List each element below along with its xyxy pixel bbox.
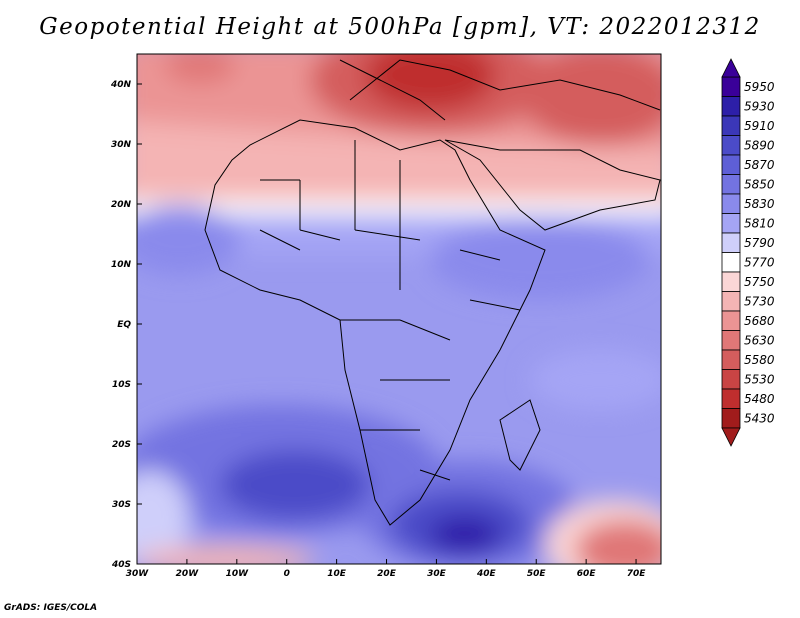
lon-tick-label: 20E (377, 569, 397, 579)
colorbar-swatch (721, 115, 741, 136)
lon-tick-label: 10W (226, 569, 250, 579)
colorbar-label: 5770 (744, 255, 775, 269)
colorbar-swatch (721, 135, 741, 156)
colorbar-label: 5730 (744, 294, 775, 308)
colorbar-label: 5530 (744, 372, 775, 386)
lat-tick-label: EQ (117, 320, 131, 330)
lon-tick-label: 20W (176, 569, 200, 579)
longitude-axis: 30W 20W 10W 0 10E 20E 30E 40E 50E 60E 70E (126, 559, 646, 579)
colorbar-label: 5580 (744, 353, 775, 367)
lat-tick-label: 30N (111, 140, 132, 150)
lon-tick-label: 10E (327, 569, 347, 579)
colorbar-label: 5480 (744, 392, 775, 406)
grads-credit: GrADS: IGES/COLA (4, 603, 98, 613)
colorbar-label: 5950 (744, 80, 775, 94)
colorbar-swatch (721, 252, 741, 273)
colorbar-label: 5790 (744, 236, 775, 250)
colorbar-swatch (721, 271, 741, 292)
colorbar-swatch (721, 369, 741, 390)
colorbar-label: 5910 (744, 119, 775, 133)
lon-tick-label: 70E (627, 569, 647, 579)
lat-tick-label: 10S (112, 380, 131, 390)
height-field (137, 54, 661, 564)
colorbar-max-arrow (721, 58, 741, 78)
map-title: Geopotential Height at 500hPa [gpm], VT:… (39, 14, 761, 40)
latitude-axis: 40N 30N 20N 10N EQ 10S 20S 30S 40S (110, 80, 142, 570)
lat-tick-label: 30S (112, 500, 131, 510)
colorbar-label: 5810 (744, 216, 775, 230)
lon-tick-label: 50E (527, 569, 547, 579)
colorbar: 5950 5930 5910 5890 5870 5850 5830 5810 5790 5770… (721, 58, 775, 447)
lat-tick-label: 10N (111, 260, 132, 270)
colorbar-label: 5750 (744, 275, 775, 289)
colorbar-label: 5680 (744, 314, 775, 328)
lat-tick-label: 20N (111, 200, 132, 210)
lon-tick-label: 30W (126, 569, 150, 579)
colorbar-swatch (721, 174, 741, 195)
lat-tick-label: 40N (110, 80, 132, 90)
colorbar-label: 5830 (744, 197, 775, 211)
lon-tick-label: 30E (427, 569, 447, 579)
coastlines-and-borders (204, 59, 661, 526)
colorbar-label: 5870 (744, 158, 775, 172)
colorbar-label: 5430 (744, 411, 775, 425)
colorbar-min-arrow (721, 427, 741, 447)
lat-tick-label: 20S (112, 440, 131, 450)
colorbar-swatch (721, 349, 741, 370)
colorbar-swatch (721, 193, 741, 214)
colorbar-swatch (721, 213, 741, 234)
colorbar-swatch (721, 388, 741, 409)
colorbar-swatch (721, 154, 741, 175)
lon-tick-label: 40E (476, 569, 497, 579)
colorbar-swatch (721, 96, 741, 117)
colorbar-label: 5850 (744, 177, 775, 191)
lat-tick-label: 40S (111, 560, 131, 570)
map-frame (136, 53, 662, 565)
colorbar-swatch (721, 408, 741, 429)
colorbar-swatch (721, 291, 741, 312)
colorbar-swatch (721, 310, 741, 331)
lon-tick-label: 0 (284, 569, 290, 579)
colorbar-swatch (721, 76, 741, 97)
colorbar-label: 5630 (744, 333, 775, 347)
colorbar-swatch (721, 232, 741, 253)
colorbar-label: 5930 (744, 99, 775, 113)
lon-tick-label: 60E (577, 569, 597, 579)
colorbar-swatch (721, 330, 741, 351)
colorbar-label: 5890 (744, 138, 775, 152)
